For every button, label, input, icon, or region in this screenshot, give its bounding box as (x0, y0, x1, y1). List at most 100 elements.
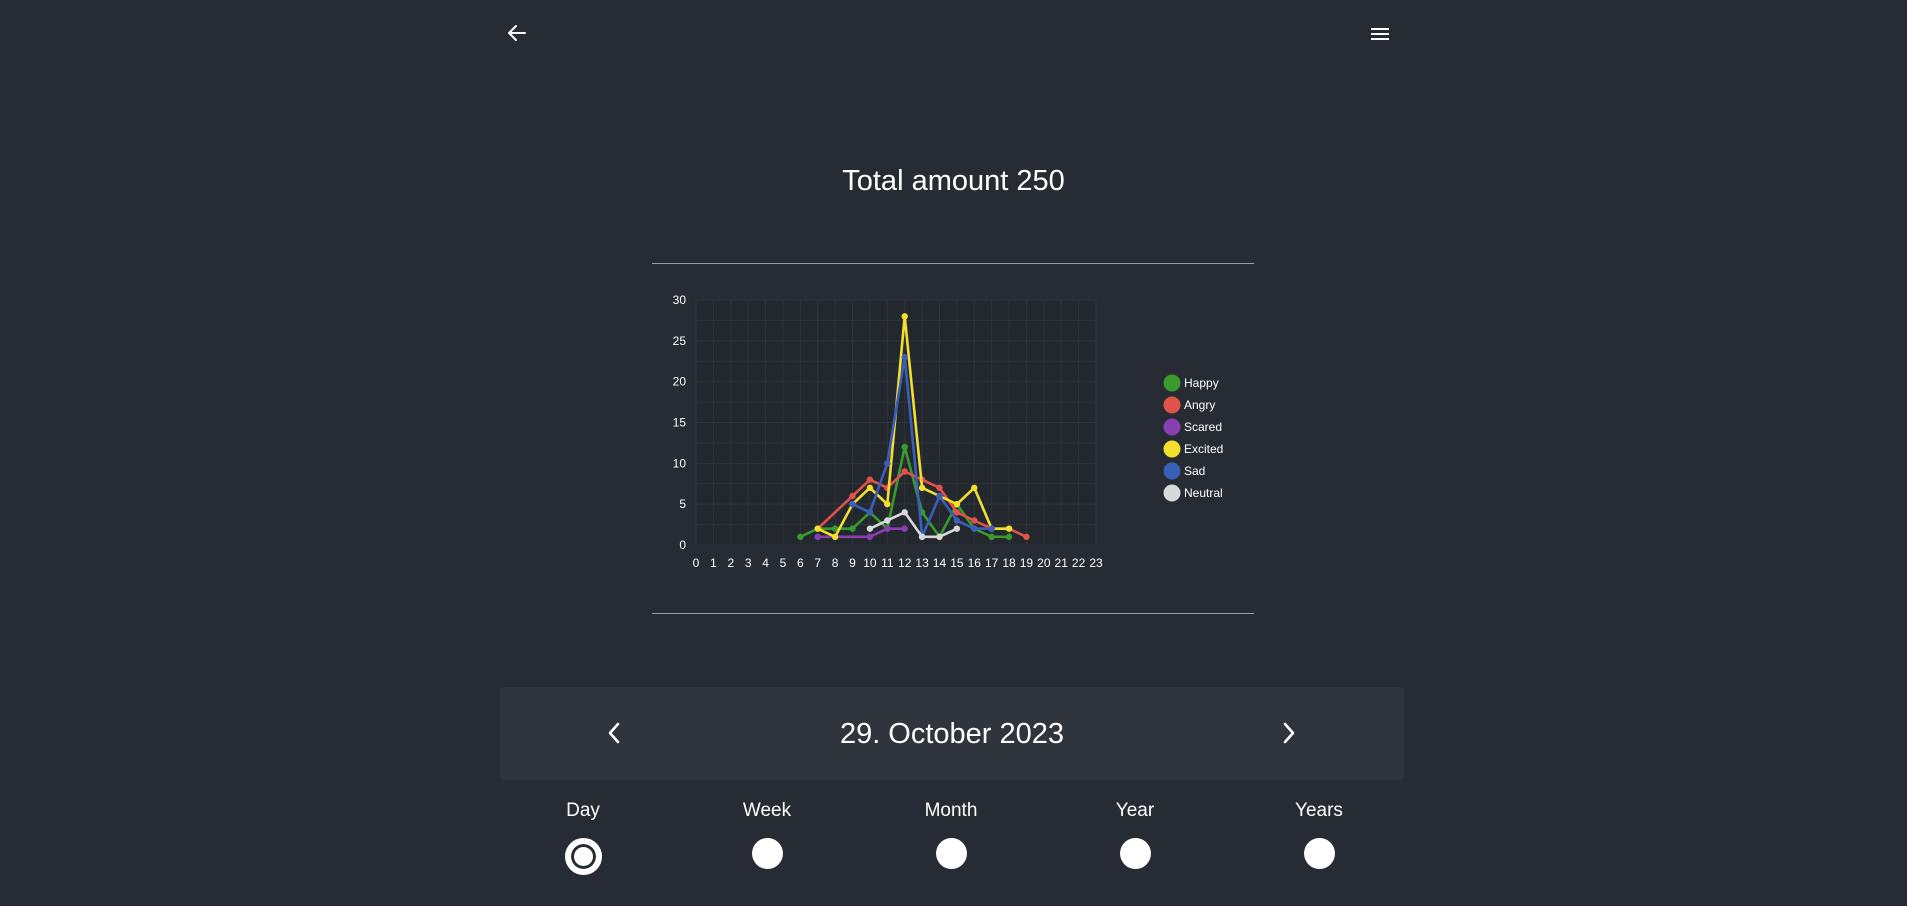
x-tick-label: 23 (1089, 556, 1103, 570)
period-day-label: Day (566, 800, 600, 821)
x-tick-label: 12 (898, 556, 912, 570)
legend-label-angry: Angry (1184, 398, 1215, 412)
data-point-excited (918, 484, 926, 492)
previous-date-button[interactable] (590, 709, 638, 757)
data-point-happy (988, 533, 995, 541)
period-day-radio[interactable] (564, 838, 602, 875)
x-tick-label: 13 (915, 556, 929, 570)
period-day[interactable]: Day (523, 800, 643, 875)
period-year-radio[interactable] (1119, 838, 1151, 869)
chevron-right-icon (1283, 722, 1295, 744)
divider-top (652, 263, 1254, 264)
y-tick-label: 0 (679, 538, 686, 552)
data-point-angry (936, 484, 943, 492)
data-point-angry (849, 492, 856, 500)
data-point-excited (901, 313, 908, 320)
data-point-happy (797, 533, 804, 541)
data-point-scared (866, 533, 874, 541)
legend-swatch-scared (1163, 418, 1181, 436)
x-tick-label: 18 (1002, 556, 1016, 570)
x-tick-label: 14 (933, 556, 947, 570)
data-point-scared (901, 525, 908, 532)
arrow-left-icon (508, 25, 526, 41)
x-tick-label: 15 (950, 556, 964, 570)
data-point-angry (953, 509, 961, 516)
data-point-sad (953, 517, 961, 524)
x-tick-label: 17 (985, 556, 999, 570)
period-week-radio[interactable] (751, 838, 783, 869)
series-line-excited (816, 315, 1011, 539)
data-point-neutral (953, 525, 961, 532)
x-tick-label: 20 (1037, 556, 1051, 570)
legend-swatch-happy (1163, 374, 1181, 392)
y-tick-label: 5 (679, 497, 686, 511)
period-week[interactable]: Week (707, 800, 827, 869)
legend-label-sad: Sad (1184, 464, 1205, 478)
data-point-sad (866, 509, 874, 516)
data-point-sad (936, 492, 943, 500)
legend-label-excited: Excited (1184, 442, 1223, 456)
x-tick-label: 6 (797, 556, 804, 570)
period-years-radio[interactable] (1303, 838, 1335, 869)
data-point-neutral (936, 533, 943, 541)
data-point-sad (884, 460, 891, 467)
legend-swatch-sad (1163, 462, 1181, 480)
y-tick-label: 25 (673, 334, 687, 348)
x-tick-label: 7 (814, 556, 821, 570)
data-point-neutral (884, 517, 891, 524)
data-point-sad (849, 500, 856, 508)
x-tick-label: 10 (863, 556, 877, 570)
data-point-angry (971, 517, 978, 524)
x-tick-label: 2 (727, 556, 734, 570)
x-tick-label: 5 (780, 556, 787, 570)
data-point-neutral (901, 509, 908, 516)
data-point-excited (814, 525, 821, 532)
data-point-happy (901, 443, 908, 451)
data-point-neutral (918, 533, 926, 541)
hamburger-menu-icon (1371, 28, 1389, 40)
page-title: Total amount 250 (842, 165, 1065, 197)
data-point-scared (814, 533, 821, 541)
period-year-label: Year (1115, 800, 1155, 821)
back-button[interactable] (500, 18, 534, 48)
legend-label-happy: Happy (1184, 376, 1219, 390)
data-point-excited (884, 500, 891, 508)
x-tick-label: 3 (745, 556, 752, 570)
data-point-angry (1023, 533, 1030, 541)
period-year[interactable]: Year (1075, 800, 1195, 869)
data-point-angry (866, 476, 874, 483)
x-tick-label: 4 (762, 556, 769, 570)
data-point-excited (866, 484, 874, 492)
data-point-scared (884, 525, 891, 532)
x-tick-label: 16 (968, 556, 982, 570)
menu-button[interactable] (1364, 18, 1396, 50)
y-tick-label: 30 (673, 293, 687, 307)
data-point-excited (1005, 525, 1013, 532)
period-month[interactable]: Month (891, 800, 1011, 869)
x-tick-label: 1 (710, 556, 717, 570)
series-line-neutral (868, 510, 959, 539)
y-tick-label: 20 (673, 375, 687, 389)
data-point-sad (988, 525, 995, 532)
next-date-button[interactable] (1265, 709, 1313, 757)
data-point-neutral (866, 525, 874, 532)
legend-swatch-excited (1163, 440, 1181, 458)
data-point-happy (849, 525, 856, 532)
legend-label-scared: Scared (1184, 420, 1222, 434)
current-date: 29. October 2023 (839, 718, 1065, 750)
period-years[interactable]: Years (1259, 800, 1379, 869)
x-tick-label: 0 (693, 556, 700, 570)
period-month-radio[interactable] (935, 838, 967, 869)
y-tick-label: 10 (673, 456, 687, 470)
data-point-excited (953, 500, 961, 508)
x-tick-label: 11 (881, 556, 894, 570)
data-point-angry (901, 468, 908, 475)
date-navigator: 29. October 2023 (500, 687, 1404, 780)
period-years-label: Years (1295, 800, 1343, 821)
data-point-sad (971, 525, 978, 532)
x-tick-label: 19 (1020, 556, 1034, 570)
legend-label-neutral: Neutral (1184, 486, 1223, 500)
legend-swatch-neutral (1163, 484, 1181, 502)
data-point-happy (831, 525, 839, 532)
